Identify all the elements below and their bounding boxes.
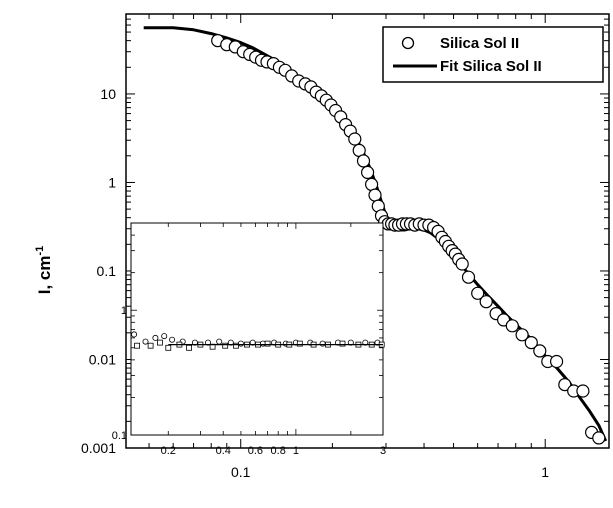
y-axis-label: I, cm-1	[34, 246, 54, 295]
inset-x-tick-label: 3	[380, 445, 386, 457]
data-point	[368, 188, 382, 202]
legend-label-data: Silica Sol II	[440, 35, 519, 52]
data-point	[479, 295, 493, 309]
inset-square-point	[222, 342, 229, 349]
data-point	[361, 165, 375, 179]
inset-square-point	[134, 342, 141, 349]
y-tick-label: 10	[100, 86, 116, 102]
inset-square-point	[165, 344, 172, 351]
data-point	[455, 257, 469, 271]
inset-square-point	[147, 342, 154, 349]
inset-circle-point	[142, 338, 149, 345]
inset-y-tick-label: 0.1	[112, 430, 127, 442]
x-tick-label: 0.1	[231, 464, 251, 480]
inset-square-point	[296, 340, 303, 347]
inset-x-tick-label: 0.4	[216, 445, 231, 457]
data-point	[533, 344, 547, 358]
data-point	[549, 354, 564, 369]
inset-square-point	[339, 340, 346, 347]
legend: Silica Sol II Fit Silica Sol II	[382, 26, 604, 83]
data-point	[515, 328, 529, 342]
y-tick-label: 0.1	[97, 263, 117, 279]
legend-label-fit: Fit Silica Sol II	[440, 58, 542, 75]
data-series	[211, 33, 606, 445]
inset-circle-point	[161, 333, 168, 340]
data-point	[471, 286, 485, 300]
inset-circle-point	[237, 340, 244, 347]
data-point	[524, 336, 538, 350]
inset-x-tick-label: 1	[293, 445, 299, 457]
inset-circle-point	[319, 340, 326, 347]
data-point	[356, 154, 371, 168]
inset-circle-point	[131, 331, 138, 338]
y-axis-label-superscript: -1	[34, 246, 46, 256]
legend-marker-circle	[401, 36, 415, 50]
y-tick-label: 0.001	[81, 440, 116, 456]
y-axis-label-text: I, cm	[35, 256, 54, 295]
inset-x-tick-label: 0.6	[248, 445, 263, 457]
inset-y-tick-label: 1	[121, 305, 127, 317]
inset-circle-point	[169, 336, 176, 343]
inset-square-point	[264, 340, 271, 347]
data-point	[461, 270, 476, 284]
inset-plot-frame	[130, 222, 384, 436]
inset-square-point	[233, 342, 239, 349]
inset-square-point	[156, 339, 163, 346]
data-point	[558, 378, 572, 392]
inset-axis-ticks: 0.2 0.4 0.6 0.8 1 3 1 0.1	[112, 222, 386, 457]
x-tick-label: 1	[541, 464, 549, 480]
inset-circle-point	[216, 338, 223, 345]
inset-square-point	[186, 344, 193, 351]
y-tick-label: 0.01	[89, 351, 116, 367]
main-plot-frame	[125, 13, 610, 449]
data-point	[505, 319, 519, 333]
main-axis-ticks: 0.1 1 10 1 0.1 0.01 0.001	[81, 13, 609, 480]
data-point	[348, 132, 362, 146]
inset-data-series	[131, 331, 385, 351]
inset-x-tick-label: 0.2	[161, 445, 176, 457]
legend-box	[382, 26, 604, 83]
data-point	[592, 431, 606, 445]
inset-background	[131, 223, 383, 435]
y-tick-label: 1	[108, 174, 116, 190]
inset-x-tick-label: 0.8	[271, 445, 286, 457]
inset-circle-point	[152, 334, 159, 341]
data-point	[576, 384, 590, 398]
